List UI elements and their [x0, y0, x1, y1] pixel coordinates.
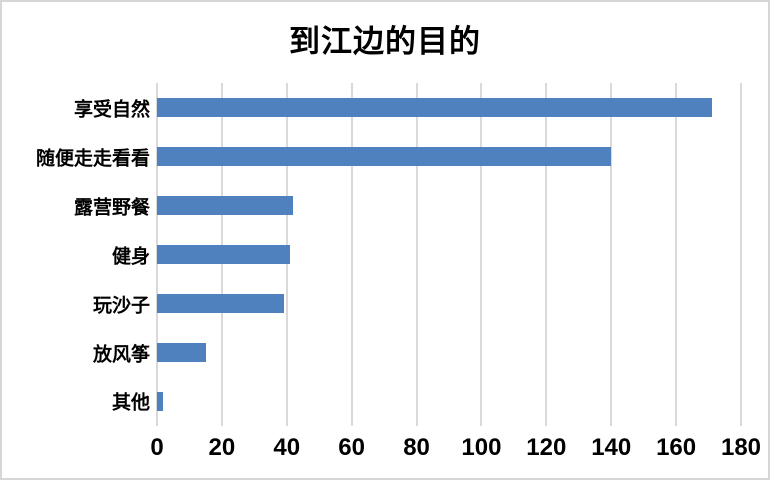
gridline — [610, 83, 613, 426]
x-tick-label: 40 — [273, 434, 301, 461]
x-tick-label: 160 — [656, 434, 697, 461]
bar — [157, 294, 284, 313]
bar — [157, 147, 612, 166]
gridline — [675, 83, 678, 426]
gridline — [740, 83, 742, 426]
bar — [157, 392, 164, 411]
x-tick-label: 20 — [208, 434, 236, 461]
gridline — [415, 83, 418, 426]
value-axis: 0 20 40 60 80 100 120 140 160 180 — [150, 434, 761, 466]
category-label: 随便走走看看 — [35, 148, 150, 169]
chart-title: 到江边的目的 — [289, 24, 481, 59]
category-label: 其他 — [111, 392, 150, 414]
bar — [157, 97, 712, 117]
x-tick-label: 0 — [150, 434, 164, 461]
bar — [157, 343, 206, 362]
x-tick-label: 60 — [338, 434, 366, 461]
category-label: 放风筝 — [92, 344, 150, 365]
x-tick-label: 100 — [461, 434, 502, 461]
gridline — [545, 83, 548, 426]
x-tick-label: 140 — [591, 434, 632, 461]
category-label: 露营野餐 — [73, 197, 150, 218]
x-tick-label: 120 — [526, 434, 567, 461]
x-tick-label: 180 — [720, 434, 762, 461]
category-label: 玩沙子 — [92, 295, 150, 316]
gridline — [350, 83, 353, 426]
category-label: 享受自然 — [73, 99, 150, 120]
bar — [157, 196, 294, 215]
category-label: 健身 — [111, 246, 150, 267]
bar — [157, 245, 291, 264]
gridline — [480, 83, 483, 426]
category-axis: 享受自然随便走走看看露营野餐健身玩沙子放风筝其他 — [2, 83, 150, 426]
x-tick-label: 80 — [403, 434, 430, 461]
plot-area — [156, 83, 742, 426]
